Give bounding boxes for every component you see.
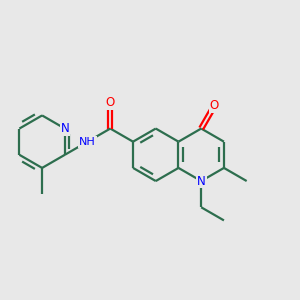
Text: N: N [61, 122, 69, 135]
Text: O: O [210, 99, 219, 112]
Text: NH: NH [79, 137, 96, 147]
Text: N: N [197, 175, 206, 188]
Text: O: O [106, 96, 115, 109]
